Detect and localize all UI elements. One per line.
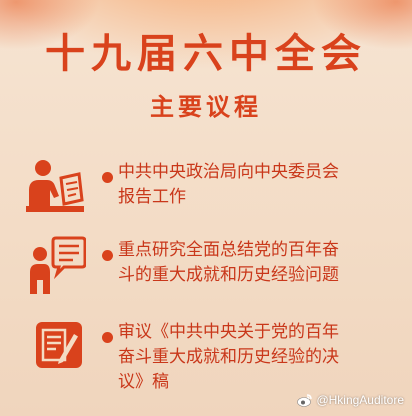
agenda-item-text: 重点研究全面总结党的百年奋 斗的重大成就和历史经验问题 bbox=[118, 240, 339, 285]
agenda-item-text: 审议《中共中央关于党的百年 奋斗重大成就和历史经验的决 议》稿 bbox=[118, 322, 339, 392]
agenda-item-text: 中共中央政治局向中央委员会 报告工作 bbox=[118, 162, 339, 207]
reporting-speaker-icon bbox=[26, 160, 84, 212]
corner-glow-left bbox=[0, 0, 100, 50]
weibo-logo-icon bbox=[297, 394, 313, 407]
agenda-item: 审议《中共中央关于党的百年 奋斗重大成就和历史经验的决 议》稿 bbox=[0, 316, 412, 396]
poster-title: 十九届六中全会 bbox=[45, 31, 367, 77]
agenda-item: 中共中央政治局向中央委员会 报告工作 bbox=[0, 156, 412, 222]
document-edit-icon bbox=[36, 322, 82, 368]
bullet-dot bbox=[102, 332, 113, 343]
corner-glow-right bbox=[312, 0, 412, 50]
bullet-dot bbox=[102, 172, 113, 183]
watermark: @HkingAuditore bbox=[297, 392, 404, 408]
bullet-dot bbox=[102, 250, 113, 261]
poster-subtitle: 主要议程 bbox=[150, 93, 262, 121]
agenda-item: 重点研究全面总结党的百年奋 斗的重大成就和历史经验问题 bbox=[0, 234, 412, 300]
discussion-speaker-icon bbox=[30, 236, 86, 294]
watermark-text: @HkingAuditore bbox=[316, 393, 404, 407]
